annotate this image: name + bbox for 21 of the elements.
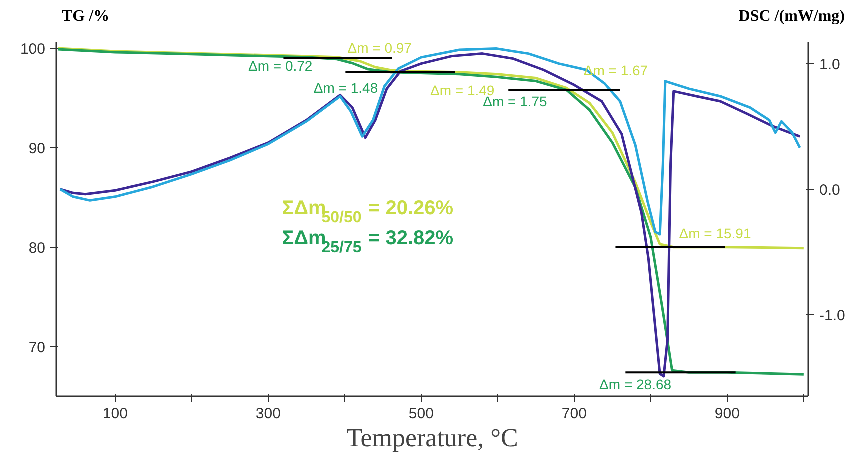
x-tick-label: 900 xyxy=(714,406,740,422)
x-axis-title: Temperature, °C xyxy=(346,424,518,452)
y-axis-title: TG /% xyxy=(62,7,110,27)
x-tick-label: 100 xyxy=(102,406,128,422)
annotation: Δm = 0.97 xyxy=(348,40,412,56)
y2-tick-label: 1.0 xyxy=(820,56,840,74)
y-tick-label: 100 xyxy=(20,40,46,58)
annotation: Δm = 1.67 xyxy=(584,62,648,78)
y-tick-label: 70 xyxy=(28,339,46,356)
y-tick-label: 80 xyxy=(28,240,46,257)
annotation: Δm = 15.91 xyxy=(679,226,752,242)
annotation: Δm = 28.68 xyxy=(600,376,672,392)
x-tick-label: 500 xyxy=(408,406,434,422)
annotation: Δm = 0.72 xyxy=(248,58,313,74)
y2-axis-title: DSC /(mW/mg) xyxy=(738,7,845,27)
y2-tick-label: 0.0 xyxy=(820,182,840,199)
annotation: Δm = 1.48 xyxy=(314,80,378,96)
x-tick-label: 700 xyxy=(562,406,587,422)
y2-tick-label: -1.0 xyxy=(820,307,846,324)
y-tick-label: 90 xyxy=(28,140,46,158)
x-tick-label: 300 xyxy=(256,406,281,422)
